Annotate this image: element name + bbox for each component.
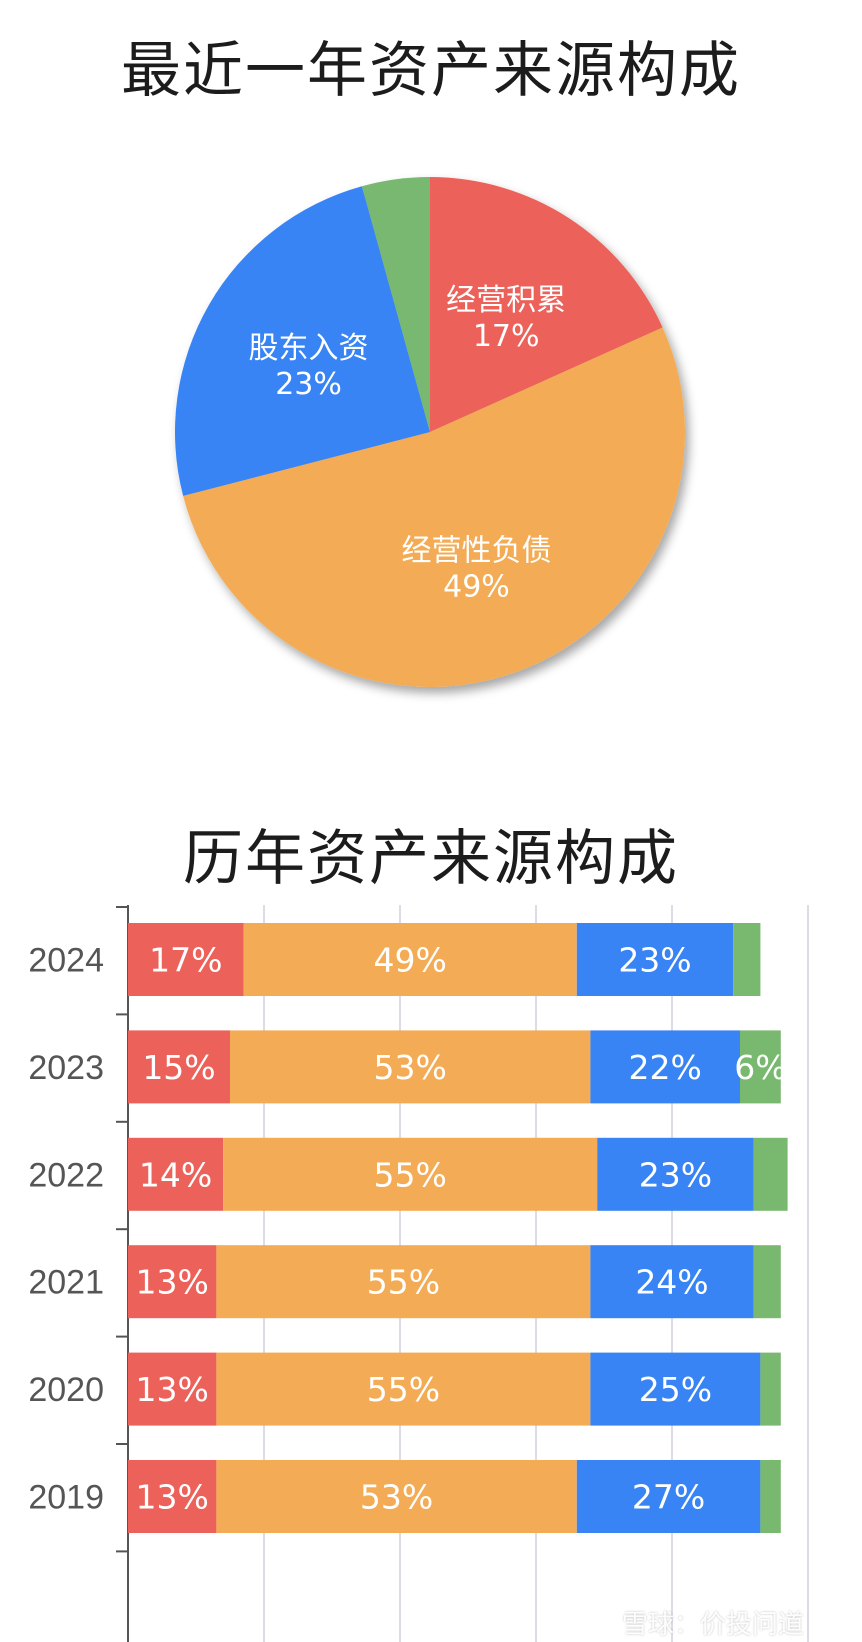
- bar-segment: [216, 1352, 591, 1426]
- bar-segment: [740, 1030, 781, 1104]
- y-tick-label: 2021: [28, 1264, 104, 1302]
- y-tick-label: 2022: [28, 1156, 104, 1194]
- bar-segment: [128, 1137, 224, 1211]
- bar-segment: [590, 1245, 754, 1319]
- bar-segment: [753, 1245, 781, 1319]
- pie-slice-label-name: 股东入资: [249, 331, 369, 366]
- pie-slice-2: [175, 186, 430, 496]
- bar-segment: [760, 1352, 781, 1426]
- bar-segment: [223, 1137, 598, 1211]
- bar-segment: [590, 1352, 761, 1426]
- y-tick-label: 2019: [28, 1479, 104, 1517]
- bar-data-label: 13%: [136, 1263, 209, 1302]
- y-tick-label: 2020: [28, 1371, 104, 1409]
- bar-data-label: 49%: [374, 941, 447, 980]
- bar-data-label: 6%: [734, 1048, 786, 1087]
- bar-data-label: 15%: [142, 1048, 215, 1087]
- bar-segment: [128, 923, 244, 996]
- pie-chart-title: 最近一年资产来源构成: [121, 36, 741, 106]
- bar-segment: [230, 1030, 591, 1104]
- bar-data-label: 55%: [367, 1370, 440, 1409]
- pie-slice-label-name: 经营性负债: [401, 533, 551, 568]
- bar-data-label: 53%: [374, 1048, 447, 1087]
- bar-segment: [576, 1460, 761, 1533]
- bar-data-label: 25%: [639, 1370, 712, 1409]
- bar-segment: [733, 923, 761, 996]
- bar-data-label: 13%: [136, 1370, 209, 1409]
- pie-slice-label-percent: 23%: [275, 367, 342, 402]
- y-tick-label: 2024: [28, 942, 104, 980]
- bar-segment: [216, 1245, 591, 1319]
- bar-segment: [128, 1030, 230, 1104]
- bar-segment: [216, 1460, 577, 1533]
- bar-segment: [128, 1245, 217, 1319]
- bar-data-label: 53%: [360, 1478, 433, 1517]
- pie-slice-1: [183, 327, 685, 687]
- bar-data-label: 24%: [635, 1263, 708, 1302]
- bar-segment: [243, 923, 577, 996]
- bar-data-label: 55%: [374, 1155, 447, 1194]
- bar-data-label: 22%: [629, 1048, 702, 1087]
- pie-slice-label-name: 经营积累: [446, 283, 566, 318]
- bar-data-label: 13%: [136, 1478, 209, 1517]
- bar-data-label: 23%: [639, 1155, 712, 1194]
- y-tick-label: 2023: [28, 1049, 104, 1087]
- bar-segment: [128, 1352, 217, 1426]
- bar-data-label: 23%: [618, 941, 691, 980]
- pie-slice-3: [361, 177, 430, 432]
- bar-segment: [576, 923, 734, 996]
- bar-data-label: 27%: [632, 1478, 705, 1517]
- bar-segment: [760, 1460, 781, 1533]
- bar-data-label: 55%: [367, 1263, 440, 1302]
- pie-slice-0: [430, 177, 663, 432]
- pie-slice-label-percent: 17%: [473, 319, 540, 354]
- bar-segment: [753, 1137, 788, 1211]
- bar-segment: [128, 1460, 217, 1533]
- pie-slice-label-percent: 49%: [443, 569, 510, 604]
- bar-segment: [590, 1030, 740, 1104]
- bar-chart-title: 历年资产来源构成: [183, 824, 679, 894]
- bar-data-label: 17%: [149, 941, 222, 980]
- bar-segment: [597, 1137, 754, 1211]
- watermark-text: 雪球：价投问道: [621, 1610, 804, 1640]
- bar-data-label: 14%: [139, 1155, 212, 1194]
